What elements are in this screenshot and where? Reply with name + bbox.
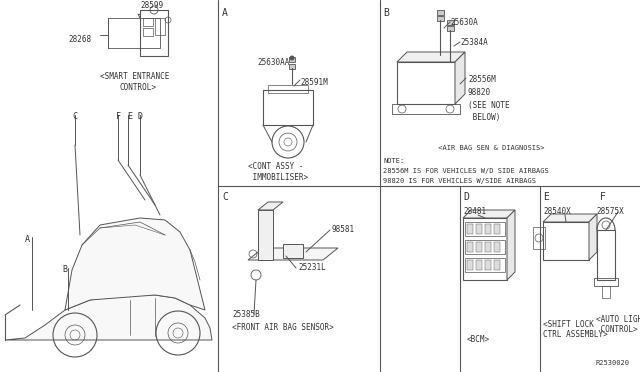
- Text: <CONT ASSY -: <CONT ASSY -: [248, 162, 303, 171]
- Bar: [494, 260, 500, 270]
- Bar: [485, 242, 491, 252]
- Bar: [476, 242, 482, 252]
- Text: 28599: 28599: [140, 1, 163, 10]
- Polygon shape: [463, 210, 515, 218]
- Bar: [289, 64, 295, 69]
- Text: 98820 IS FOR VEHICLES W/SIDE AIRBAGS: 98820 IS FOR VEHICLES W/SIDE AIRBAGS: [383, 178, 536, 184]
- Text: <SHIFT LOCK
CTRL ASSEMBLY>: <SHIFT LOCK CTRL ASSEMBLY>: [543, 320, 608, 339]
- Text: E: E: [543, 192, 549, 202]
- Text: F: F: [116, 112, 121, 121]
- Text: A: A: [25, 235, 30, 244]
- Text: B: B: [62, 265, 67, 274]
- Bar: [494, 224, 500, 234]
- Text: NOTE:: NOTE:: [383, 158, 404, 164]
- Polygon shape: [543, 214, 597, 222]
- Text: <SMART ENTRANCE: <SMART ENTRANCE: [100, 72, 170, 81]
- Bar: [465, 240, 505, 254]
- Bar: [602, 286, 610, 298]
- Text: D: D: [138, 112, 143, 121]
- Bar: [143, 28, 153, 36]
- Bar: [263, 90, 313, 125]
- Text: CONTROL>: CONTROL>: [120, 83, 157, 92]
- Bar: [447, 26, 454, 31]
- Polygon shape: [589, 214, 597, 260]
- Text: <BCM>: <BCM>: [467, 335, 490, 344]
- Bar: [467, 260, 473, 270]
- Bar: [476, 224, 482, 234]
- Bar: [283, 244, 303, 258]
- Bar: [155, 18, 165, 35]
- Text: <AIR BAG SEN & DIAGNOSIS>: <AIR BAG SEN & DIAGNOSIS>: [383, 145, 545, 151]
- Bar: [494, 242, 500, 252]
- Text: <AUTO LIGHT
 CONTROL>: <AUTO LIGHT CONTROL>: [596, 315, 640, 334]
- Bar: [485, 224, 491, 234]
- Text: <FRONT AIR BAG SENSOR>: <FRONT AIR BAG SENSOR>: [232, 323, 333, 332]
- Bar: [467, 242, 473, 252]
- Text: R2530020: R2530020: [596, 360, 630, 366]
- Text: (SEE NOTE: (SEE NOTE: [468, 101, 509, 110]
- Text: 28556M: 28556M: [468, 75, 496, 84]
- Polygon shape: [258, 210, 273, 260]
- Bar: [594, 278, 618, 286]
- Text: 25231L: 25231L: [298, 263, 326, 272]
- Bar: [476, 260, 482, 270]
- Text: F: F: [600, 192, 606, 202]
- Bar: [533, 227, 545, 249]
- Bar: [392, 104, 460, 114]
- Text: 28591M: 28591M: [300, 78, 328, 87]
- Text: 98820: 98820: [468, 88, 491, 97]
- Bar: [268, 85, 308, 93]
- Bar: [437, 10, 444, 15]
- Text: D: D: [463, 192, 469, 202]
- Text: C: C: [222, 192, 228, 202]
- Text: BELOW): BELOW): [468, 113, 500, 122]
- Polygon shape: [5, 295, 212, 340]
- Bar: [289, 57, 295, 62]
- Text: 28556M IS FOR VEHICLES W/D SIDE AIRBAGS: 28556M IS FOR VEHICLES W/D SIDE AIRBAGS: [383, 168, 548, 174]
- Text: IMMOBILISER>: IMMOBILISER>: [248, 173, 308, 182]
- Text: 25630A: 25630A: [450, 18, 477, 27]
- Bar: [465, 222, 505, 236]
- Text: 25385B: 25385B: [232, 310, 260, 319]
- Text: 28575X: 28575X: [596, 207, 624, 216]
- Polygon shape: [455, 52, 465, 104]
- Text: A: A: [222, 8, 228, 18]
- Bar: [485, 260, 491, 270]
- Text: 28540X: 28540X: [543, 207, 571, 216]
- Text: E: E: [127, 112, 132, 121]
- Text: 98581: 98581: [332, 225, 355, 234]
- Bar: [543, 222, 589, 260]
- Bar: [140, 10, 168, 56]
- Bar: [143, 18, 153, 26]
- Bar: [447, 20, 454, 25]
- Text: 28481: 28481: [463, 207, 486, 216]
- Text: 25384A: 25384A: [460, 38, 488, 47]
- Text: B: B: [383, 8, 389, 18]
- Bar: [397, 62, 455, 104]
- Bar: [437, 16, 444, 21]
- Text: 28268: 28268: [68, 35, 91, 44]
- Polygon shape: [507, 210, 515, 280]
- Bar: [465, 258, 505, 272]
- Polygon shape: [258, 202, 283, 210]
- Polygon shape: [397, 52, 465, 62]
- Polygon shape: [65, 218, 205, 310]
- Bar: [108, 18, 160, 48]
- Bar: [597, 230, 615, 280]
- Bar: [463, 218, 507, 280]
- Text: 25630AA: 25630AA: [257, 58, 289, 67]
- Circle shape: [290, 56, 294, 60]
- Text: C: C: [72, 112, 77, 121]
- Polygon shape: [248, 248, 338, 260]
- Bar: [467, 224, 473, 234]
